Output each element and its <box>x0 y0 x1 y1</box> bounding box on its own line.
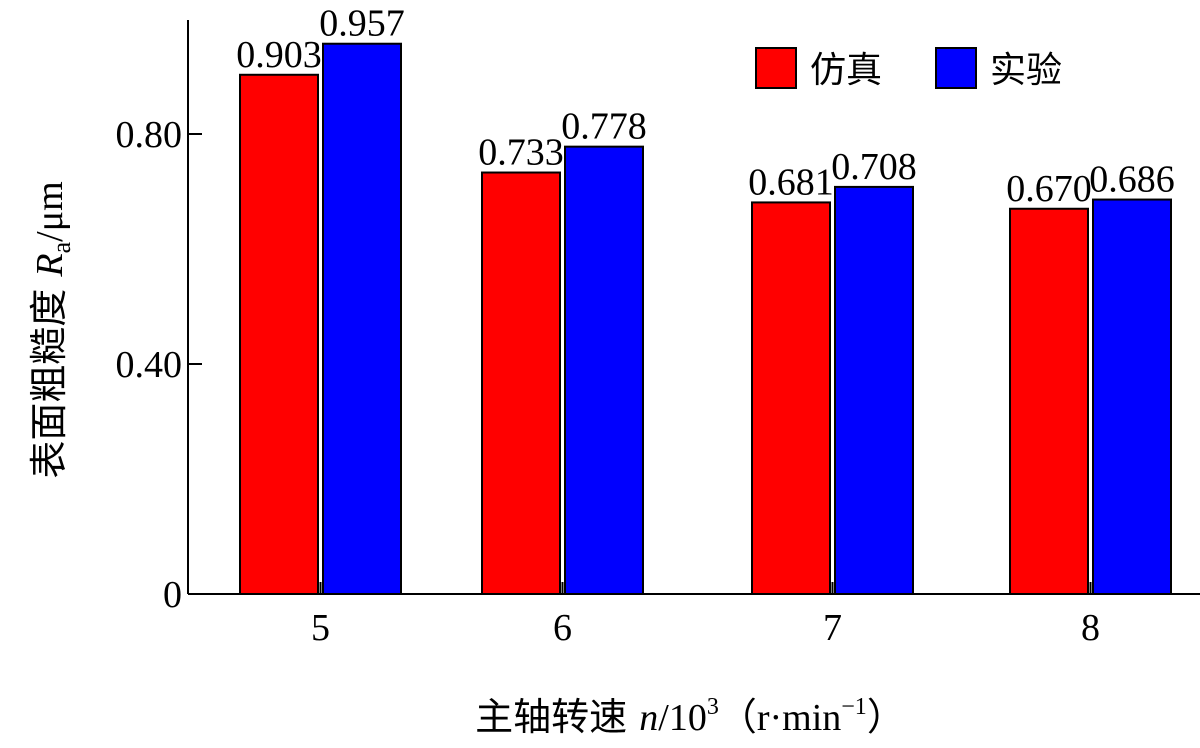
bar-exp-5 <box>322 42 402 596</box>
y-tick-label: 0.40 <box>116 344 183 386</box>
legend-swatch-sim <box>755 47 797 89</box>
bar-sim-7 <box>751 201 831 596</box>
legend-label-exp: 实验 <box>990 50 1062 91</box>
bar-value-label: 0.686 <box>1089 159 1175 201</box>
y-tick-label: 0.80 <box>116 114 183 156</box>
x-tick-label: 8 <box>1081 607 1100 649</box>
bar-sim-8 <box>1009 207 1089 595</box>
y-tick-label: 0 <box>163 574 182 616</box>
bar-exp-7 <box>834 185 914 595</box>
x-tick-label: 5 <box>311 607 330 649</box>
x-ticks: 5 6 7 8 <box>311 582 1100 649</box>
bar-value-label: 0.733 <box>478 132 564 174</box>
bar-value-label: 0.670 <box>1006 168 1092 210</box>
legend-swatch-exp <box>935 47 977 89</box>
legend: 仿真 实验 <box>755 47 1062 91</box>
legend-label-sim: 仿真 <box>810 50 882 91</box>
x-tick-label: 6 <box>553 607 572 649</box>
bar-value-label: 0.903 <box>236 34 322 76</box>
bar-sim-6 <box>481 171 561 595</box>
bar-value-label: 0.708 <box>831 146 917 188</box>
bar-value-label: 0.681 <box>748 161 834 203</box>
bars <box>239 42 1172 596</box>
y-ticks: 0 0.40 0.80 <box>116 114 202 616</box>
x-axis-label: 主轴转速 n/103（r·min−1） <box>475 694 905 739</box>
bar-sim-5 <box>239 73 319 595</box>
x-tick-label: 7 <box>823 607 842 649</box>
y-axis-label: 表面粗糙度 Ra/μm <box>27 181 76 478</box>
bar-value-label: 0.957 <box>319 3 405 45</box>
bar-exp-6 <box>564 145 644 595</box>
bar-value-label: 0.778 <box>561 106 647 148</box>
bar-exp-8 <box>1092 198 1172 596</box>
